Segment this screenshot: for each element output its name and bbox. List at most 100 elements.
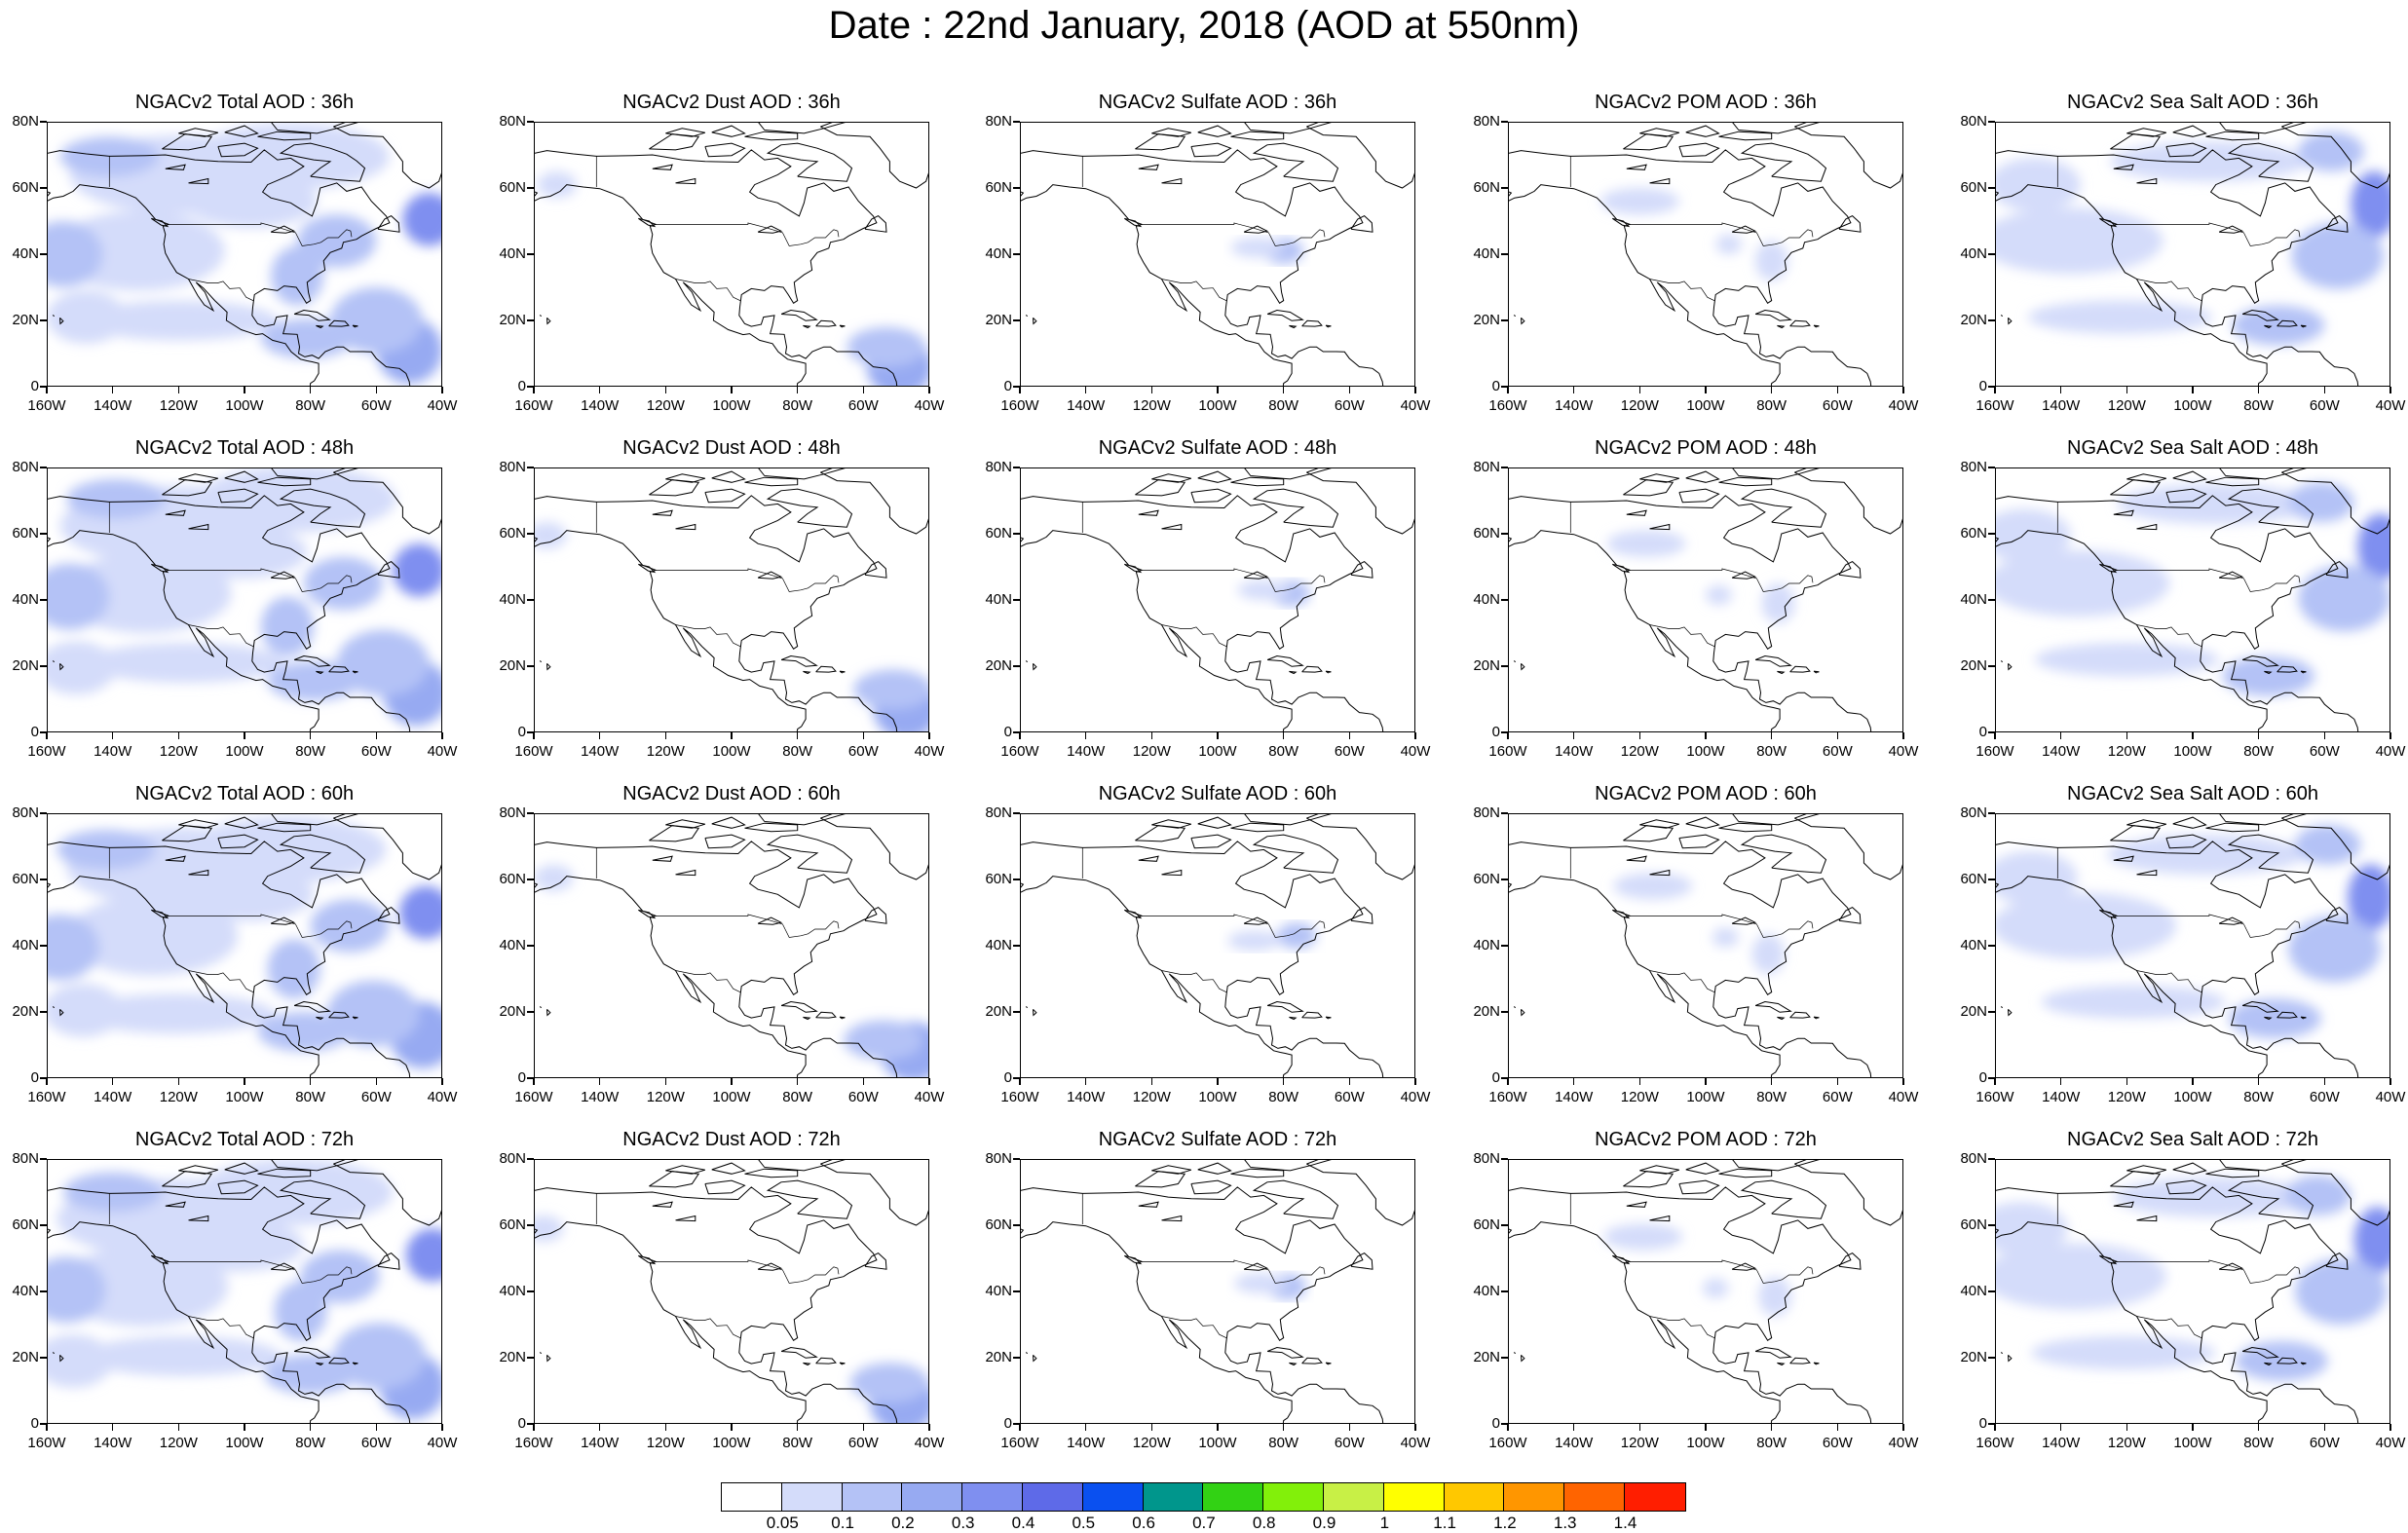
coastline xyxy=(1190,142,1232,158)
coastline xyxy=(1521,1354,1525,1363)
lon-tick-label: 40W xyxy=(1888,397,1919,414)
lon-tick-label: 60W xyxy=(1822,397,1853,414)
lon-tick-label: 160W xyxy=(1000,397,1039,414)
coastline xyxy=(1508,149,1872,387)
lat-tick-label: 0 xyxy=(30,1415,39,1432)
aod-patch xyxy=(399,885,442,940)
coastline xyxy=(1740,488,1827,528)
lat-tick-label: 20N xyxy=(499,1003,526,1020)
aod-map xyxy=(1508,467,1903,732)
lon-tick-label: 140W xyxy=(94,1089,132,1105)
colorbar-label: 0.1 xyxy=(831,1514,854,1532)
lon-tick xyxy=(1507,1424,1509,1431)
coastline xyxy=(539,315,543,318)
colorbar-swatch xyxy=(1082,1483,1144,1511)
lat-tick xyxy=(1988,731,1995,733)
coastline xyxy=(744,131,799,141)
coastline xyxy=(178,128,219,137)
lon-tick xyxy=(1572,1424,1575,1431)
lon-tick xyxy=(1994,1424,1996,1431)
lat-tick-label: 0 xyxy=(517,378,526,394)
lon-tick-label: 80W xyxy=(782,743,813,760)
coastline xyxy=(1995,841,2359,1078)
lon-tick-label: 40W xyxy=(1888,1435,1919,1451)
coastline xyxy=(1135,825,1186,842)
political-border xyxy=(2136,624,2202,648)
lon-tick-label: 40W xyxy=(1400,397,1431,414)
lon-tick xyxy=(1150,387,1153,393)
political-border xyxy=(675,970,741,993)
lat-tick-label: 40N xyxy=(985,591,1012,608)
panel-title: NGACv2 Sulfate AOD : 72h xyxy=(1098,1129,1337,1150)
lon-tick-label: 60W xyxy=(1334,1089,1365,1105)
lon-tick-label: 60W xyxy=(2309,1435,2340,1451)
coastline xyxy=(224,816,259,829)
coastline xyxy=(2264,324,2273,329)
coastline xyxy=(1789,665,1811,673)
coastline xyxy=(1289,1016,1298,1021)
lat-tick xyxy=(1013,1423,1020,1425)
coastline xyxy=(2264,670,2273,675)
coastline xyxy=(257,476,312,487)
map-background xyxy=(1020,1159,1415,1424)
lon-tick-label: 100W xyxy=(1686,397,1725,414)
aod-patch xyxy=(2298,131,2364,171)
lon-tick-label: 80W xyxy=(1268,743,1299,760)
coastline xyxy=(2008,1354,2013,1363)
aod-field xyxy=(1237,580,1310,607)
coastline xyxy=(2227,1179,2314,1219)
lat-tick xyxy=(1013,386,1020,388)
lon-tick xyxy=(1348,1424,1351,1431)
coastline xyxy=(1639,473,1680,483)
figure-title: Date : 22nd January, 2018 (AOD at 550nm) xyxy=(828,4,1580,47)
lon-tick-label: 120W xyxy=(159,397,198,414)
lat-tick-label: 40N xyxy=(985,1283,1012,1299)
coastline xyxy=(1138,1201,1159,1208)
lon-tick xyxy=(1902,387,1904,393)
coastline xyxy=(377,1252,400,1270)
coastline xyxy=(1306,813,1415,880)
coastline xyxy=(803,670,811,675)
lon-tick-label: 40W xyxy=(427,1435,458,1451)
aod-patch xyxy=(405,1228,442,1282)
aod-map xyxy=(1508,122,1903,387)
coastline xyxy=(1685,1162,1720,1175)
lon-tick xyxy=(1705,387,1707,393)
lat-tick-label: 60N xyxy=(499,1216,526,1233)
aod-patch xyxy=(2351,171,2390,238)
coastline xyxy=(1740,834,1827,874)
coastline xyxy=(52,1006,56,1009)
lon-tick xyxy=(2192,1078,2194,1085)
coastline xyxy=(1243,1159,1335,1172)
lon-tick xyxy=(375,387,378,393)
lon-tick xyxy=(664,1078,667,1085)
lat-tick-label: 20N xyxy=(12,312,39,328)
lat-tick xyxy=(1988,121,1995,123)
coastline xyxy=(2136,869,2158,877)
aod-patch xyxy=(1606,530,1686,557)
coastline xyxy=(649,825,700,842)
lat-tick-label: 40N xyxy=(1473,245,1500,262)
aod-patch xyxy=(2110,141,2309,182)
colorbar-label: 0.7 xyxy=(1192,1514,1216,1532)
aod-patch xyxy=(47,563,110,630)
coastline xyxy=(2126,819,2167,829)
lon-tick-label: 80W xyxy=(2243,1089,2275,1105)
coastline xyxy=(1266,1346,1304,1359)
aod-map xyxy=(1995,1159,2390,1424)
coastline xyxy=(47,1186,411,1424)
lat-tick-label: 0 xyxy=(517,724,526,740)
lat-tick-label: 0 xyxy=(1491,1069,1500,1086)
lat-tick xyxy=(1013,879,1020,880)
coastline xyxy=(1020,1186,1384,1424)
lat-tick xyxy=(40,1290,47,1292)
lat-tick xyxy=(1013,533,1020,535)
lat-tick-label: 0 xyxy=(1978,1069,1987,1086)
lat-tick-label: 80N xyxy=(985,459,1012,475)
coastline xyxy=(1794,813,1903,880)
map-background xyxy=(1020,813,1415,1078)
coastline xyxy=(1649,177,1671,185)
aod-map xyxy=(1020,122,1415,387)
lon-tick xyxy=(1150,1078,1153,1085)
lon-tick-label: 100W xyxy=(2173,397,2212,414)
